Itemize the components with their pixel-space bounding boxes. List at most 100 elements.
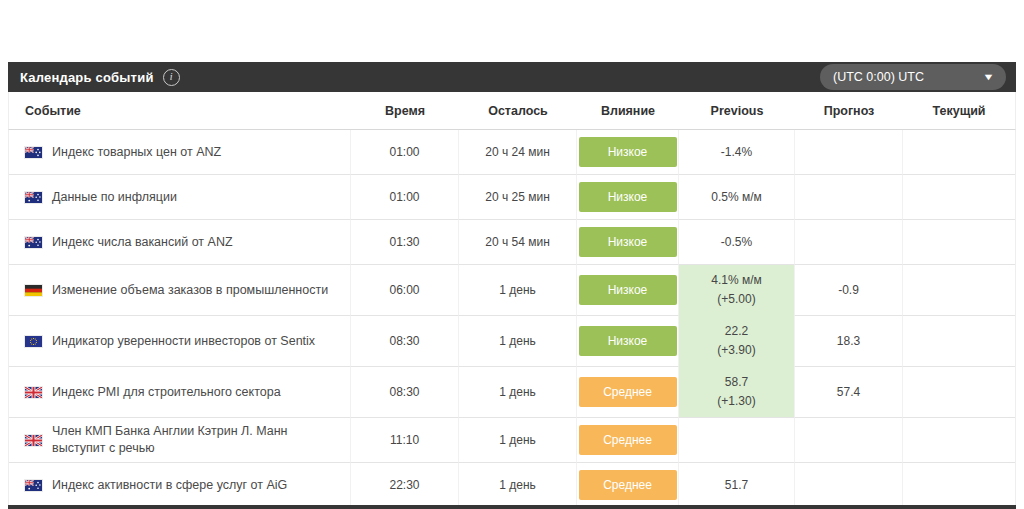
column-header-forecast: Прогноз — [795, 104, 903, 118]
table-row[interactable]: Член КМП Банка Англии Кэтрин Л. Манн выс… — [9, 418, 1015, 463]
impact-cell: Среднее — [577, 418, 679, 463]
impact-badge-medium: Среднее — [579, 377, 677, 407]
event-label: Индекс PMI для строительного сектора — [52, 384, 281, 401]
event-label: Изменение объема заказов в промышленност… — [52, 282, 328, 299]
event-cell: Индекс числа вакансий от ANZ — [9, 220, 351, 265]
previous-change-value: (+3.90) — [717, 341, 755, 360]
column-header-previous: Previous — [679, 104, 795, 118]
events-calendar-panel: Календарь событий i (UTC 0:00) UTC ▼ Соб… — [8, 62, 1016, 508]
flag-germany-icon — [25, 285, 42, 296]
table-row[interactable]: Индекс PMI для строительного сектора 08:3… — [9, 367, 1015, 418]
column-header-remaining: Осталось — [459, 104, 577, 118]
previous-value: 0.5% м/м — [711, 190, 762, 204]
remaining-cell: 1 день — [459, 463, 577, 508]
remaining-cell: 20 ч 54 мин — [459, 220, 577, 265]
impact-badge-low: Низкое — [579, 275, 677, 305]
impact-badge-medium: Среднее — [579, 470, 677, 500]
impact-cell: Низкое — [577, 130, 679, 175]
time-cell: 08:30 — [351, 316, 459, 367]
timezone-dropdown[interactable]: (UTC 0:00) UTC ▼ — [820, 64, 1006, 90]
actual-cell — [903, 463, 1015, 508]
table-row[interactable]: Индикатор уверенности инвесторов от Sent… — [9, 316, 1015, 367]
previous-cell: -0.5% — [679, 220, 795, 265]
impact-badge-low: Низкое — [579, 227, 677, 257]
timezone-dropdown-value: (UTC 0:00) UTC — [833, 70, 924, 84]
column-header-time: Время — [351, 104, 459, 118]
column-header-impact: Влияние — [577, 104, 679, 118]
table-row[interactable]: Индекс активности в сфере услуг от AiG 22… — [9, 463, 1015, 508]
forecast-cell: -0.9 — [795, 265, 903, 316]
column-header-event: Событие — [9, 104, 351, 118]
event-cell: Индекс товарных цен от ANZ — [9, 130, 351, 175]
previous-change-value: (+5.00) — [717, 290, 755, 309]
time-cell: 11:10 — [351, 418, 459, 463]
previous-value: 22.2 — [725, 322, 748, 341]
actual-cell — [903, 265, 1015, 316]
previous-cell: 51.7 — [679, 463, 795, 508]
chevron-down-icon: ▼ — [982, 72, 994, 82]
time-cell: 01:00 — [351, 175, 459, 220]
actual-cell — [903, 316, 1015, 367]
remaining-cell: 1 день — [459, 418, 577, 463]
event-cell: Изменение объема заказов в промышленност… — [9, 265, 351, 316]
time-cell: 01:00 — [351, 130, 459, 175]
event-cell: Индикатор уверенности инвесторов от Sent… — [9, 316, 351, 367]
time-cell: 01:30 — [351, 220, 459, 265]
impact-cell: Низкое — [577, 265, 679, 316]
table-row[interactable]: Данные по инфляции01:0020 ч 25 минНизкое… — [9, 175, 1015, 220]
event-label: Индекс активности в сфере услуг от AiG — [52, 477, 287, 494]
forecast-cell: 18.3 — [795, 316, 903, 367]
flag-european-union-icon — [25, 336, 42, 347]
column-header-actual: Текущий — [903, 104, 1015, 118]
previous-value: 58.7 — [725, 373, 748, 392]
flag-united-kingdom-icon — [25, 435, 42, 446]
remaining-cell: 20 ч 25 мин — [459, 175, 577, 220]
previous-value: -1.4% — [721, 145, 752, 159]
time-cell: 08:30 — [351, 367, 459, 418]
event-label: Член КМП Банка Англии Кэтрин Л. Манн выс… — [52, 423, 340, 457]
info-icon[interactable]: i — [163, 69, 180, 86]
remaining-cell: 1 день — [459, 316, 577, 367]
previous-value: -0.5% — [721, 235, 752, 249]
panel-title: Календарь событий — [20, 70, 154, 85]
event-cell: Индекс PMI для строительного сектора — [9, 367, 351, 418]
remaining-cell: 1 день — [459, 265, 577, 316]
event-label: Индекс товарных цен от ANZ — [52, 144, 221, 161]
impact-badge-low: Низкое — [579, 182, 677, 212]
remaining-cell: 1 день — [459, 367, 577, 418]
table-body: Индекс товарных цен от ANZ 01:0020 ч 24 м… — [8, 130, 1016, 508]
previous-change-value: (+1.30) — [717, 392, 755, 411]
previous-cell — [679, 418, 795, 463]
table-row[interactable]: Индекс числа вакансий от ANZ01:3020 ч 54… — [9, 220, 1015, 265]
previous-cell: 4.1% м/м(+5.00) — [679, 265, 795, 316]
impact-cell: Среднее — [577, 463, 679, 508]
flag-united-kingdom-icon — [25, 387, 42, 398]
previous-cell: -1.4% — [679, 130, 795, 175]
remaining-cell: 20 ч 24 мин — [459, 130, 577, 175]
previous-value: 51.7 — [725, 478, 748, 492]
impact-badge-medium: Среднее — [579, 425, 677, 455]
event-label: Индикатор уверенности инвесторов от Sent… — [52, 333, 315, 350]
forecast-cell — [795, 463, 903, 508]
event-cell: Член КМП Банка Англии Кэтрин Л. Манн выс… — [9, 418, 351, 463]
flag-new-zealand-icon — [25, 147, 42, 158]
time-cell: 06:00 — [351, 265, 459, 316]
impact-cell: Среднее — [577, 367, 679, 418]
time-cell: 22:30 — [351, 463, 459, 508]
previous-cell: 0.5% м/м — [679, 175, 795, 220]
impact-badge-low: Низкое — [579, 326, 677, 356]
forecast-cell: 57.4 — [795, 367, 903, 418]
previous-cell: 22.2(+3.90) — [679, 316, 795, 367]
table-row[interactable]: Изменение объема заказов в промышленност… — [9, 265, 1015, 316]
impact-badge-low: Низкое — [579, 137, 677, 167]
previous-cell: 58.7(+1.30) — [679, 367, 795, 418]
panel-footer-bar — [8, 505, 1016, 509]
impact-cell: Низкое — [577, 175, 679, 220]
table-row[interactable]: Индекс товарных цен от ANZ 01:0020 ч 24 м… — [9, 130, 1015, 175]
forecast-cell — [795, 418, 903, 463]
actual-cell — [903, 220, 1015, 265]
event-cell: Индекс активности в сфере услуг от AiG — [9, 463, 351, 508]
flag-australia-icon — [25, 192, 42, 203]
panel-header-bar: Календарь событий i (UTC 0:00) UTC ▼ — [8, 62, 1016, 92]
forecast-cell — [795, 130, 903, 175]
